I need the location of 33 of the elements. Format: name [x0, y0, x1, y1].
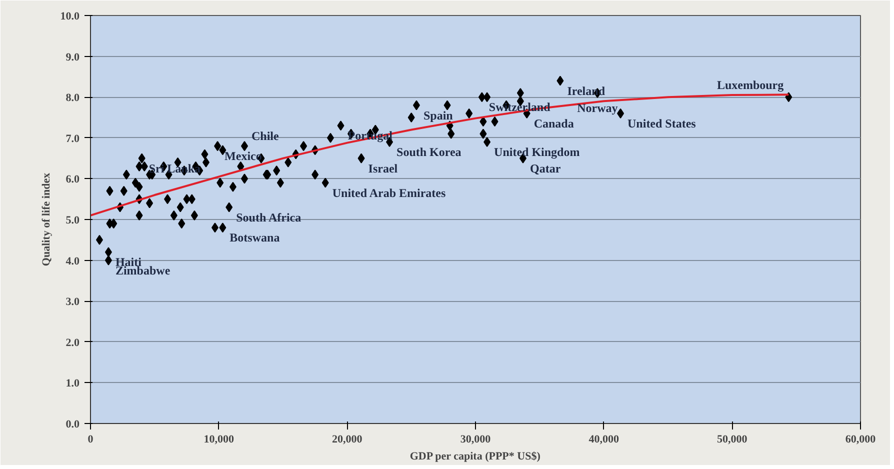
annotation: Luxembourg [716, 78, 784, 92]
x-tick-label: 60,000 [845, 434, 876, 446]
x-tick-label: 30,000 [460, 434, 492, 446]
x-tick-label: 0 [88, 434, 94, 446]
y-tick-label: 3.0 [66, 296, 80, 308]
annotation: Qatar [530, 161, 562, 176]
y-tick-label: 2.0 [66, 336, 80, 349]
y-tick-label: 9.0 [66, 51, 80, 64]
annotation: South Korea [396, 144, 462, 159]
annotation: Chile [252, 129, 280, 144]
annotation: Israel [368, 161, 398, 176]
y-tick-label: 5.0 [66, 214, 80, 226]
y-tick-label: 6.0 [66, 174, 80, 186]
y-tick-label: 0.0 [66, 418, 80, 430]
x-tick-label: 20,000 [332, 434, 363, 446]
x-tick-label: 50,000 [717, 434, 748, 446]
y-tick-label: 8.0 [66, 92, 80, 104]
x-axis-title: GDP per capita (PPP* US$) [410, 450, 541, 462]
annotation: Canada [534, 116, 574, 130]
annotation: United States [628, 116, 696, 130]
annotation: Botswana [230, 230, 280, 245]
annotation: United Arab Emirates [332, 186, 446, 200]
x-tick-label: 40,000 [588, 434, 620, 446]
y-axis-title: Quality of life index [40, 172, 52, 266]
annotation: United Kingdom [494, 144, 580, 159]
y-tick-label: 10.0 [60, 10, 80, 22]
y-tick-label: 1.0 [66, 378, 80, 390]
annotation: Spain [423, 108, 454, 122]
y-tick-label: 7.0 [66, 132, 80, 145]
x-tick-label: 10,000 [204, 434, 234, 446]
y-tick-label: 4.0 [66, 255, 80, 268]
annotation: South Africa [236, 210, 302, 224]
annotation: Norway [577, 101, 618, 116]
